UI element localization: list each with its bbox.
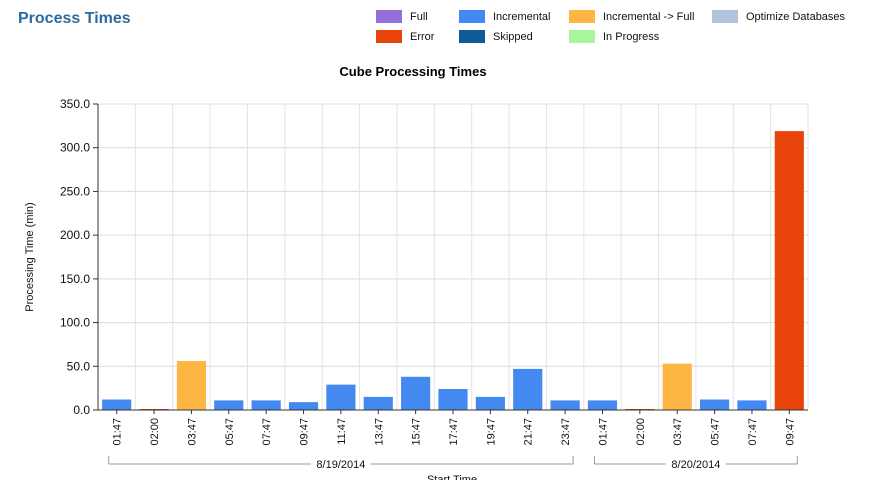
legend-label-optimize-databases: Optimize Databases (746, 10, 846, 23)
legend-item-incremental-full[interactable]: Incremental -> Full (569, 10, 694, 23)
x-tick-label: 09:47 (784, 418, 796, 446)
group-label-bg (310, 458, 371, 470)
x-tick-label: 15:47 (411, 418, 423, 446)
x-tick-label: 09:47 (299, 418, 311, 446)
bar (102, 399, 132, 410)
x-tick-label: 05:47 (224, 418, 236, 446)
bar (363, 396, 393, 410)
legend-label-error: Error (410, 30, 435, 43)
bar (288, 402, 319, 410)
x-axis-label: Start Time (427, 474, 477, 480)
legend-label-full: Full (410, 10, 428, 23)
y-tick-label: 50.0 (67, 359, 91, 373)
legend-item-incremental[interactable]: Incremental (459, 10, 550, 23)
legend-item-skipped[interactable]: Skipped (459, 30, 533, 43)
legend-label-incremental: Incremental (493, 10, 551, 23)
bar (550, 400, 580, 410)
x-tick-label: 07:47 (261, 418, 273, 446)
x-tick-label: 01:47 (112, 418, 124, 446)
y-tick-label: 150.0 (60, 272, 90, 286)
group-label: 8/20/2014 (671, 459, 720, 471)
legend-item-in-progress[interactable]: In Progress (569, 30, 659, 43)
y-tick-label: 200.0 (60, 228, 90, 242)
legend-swatch-full (376, 10, 402, 23)
x-tick-label: 21:47 (523, 418, 535, 446)
x-tick-label: 02:00 (149, 418, 161, 446)
legend-item-error[interactable]: Error (376, 30, 434, 43)
legend: Full Error Incremental Skipped Increment… (376, 10, 876, 50)
y-tick-label: 350.0 (60, 97, 90, 111)
legend-item-full[interactable]: Full (376, 10, 428, 23)
page-title: Process Times (18, 10, 131, 27)
bar (438, 389, 468, 410)
bar (700, 399, 730, 410)
x-tick-label: 03:47 (672, 418, 684, 446)
legend-swatch-error (376, 30, 402, 43)
bar (737, 400, 767, 410)
x-tick-label: 05:47 (710, 418, 722, 446)
chart-title: Cube Processing Times (339, 64, 486, 79)
legend-swatch-optimize-databases (712, 10, 738, 23)
bar (326, 384, 356, 410)
legend-item-optimize-databases[interactable]: Optimize Databases (712, 10, 845, 23)
bar (214, 400, 244, 410)
y-axis-label: Processing Time (min) (24, 202, 36, 311)
legend-label-incremental-full: Incremental -> Full (603, 10, 695, 23)
y-tick-label: 100.0 (60, 316, 90, 330)
legend-swatch-skipped (459, 30, 485, 43)
group-label: 8/19/2014 (316, 459, 365, 471)
x-tick-label: 19:47 (485, 418, 497, 446)
x-tick-label: 11:47 (336, 418, 348, 445)
legend-swatch-incremental (459, 10, 485, 23)
y-tick-label: 0.0 (73, 403, 90, 417)
bar (401, 376, 431, 410)
x-tick-label: 07:47 (747, 418, 759, 446)
x-tick-label: 23:47 (560, 418, 572, 446)
x-tick-label: 13:47 (373, 418, 385, 446)
legend-label-skipped: Skipped (493, 30, 533, 43)
legend-swatch-incremental-full (569, 10, 595, 23)
group-label-bg (665, 458, 726, 470)
bar (475, 396, 505, 410)
bar (587, 400, 618, 410)
x-tick-label: 03:47 (186, 418, 198, 446)
bar (513, 368, 543, 410)
legend-swatch-in-progress (569, 30, 595, 43)
x-tick-label: 17:47 (448, 418, 460, 446)
bar (662, 363, 692, 410)
bar (251, 400, 281, 410)
bar (774, 131, 804, 411)
x-tick-label: 02:00 (635, 418, 647, 446)
y-tick-label: 250.0 (60, 184, 90, 198)
y-tick-label: 300.0 (60, 141, 90, 155)
bar (176, 361, 206, 410)
legend-label-in-progress: In Progress (603, 30, 660, 43)
x-tick-label: 01:47 (597, 418, 609, 446)
